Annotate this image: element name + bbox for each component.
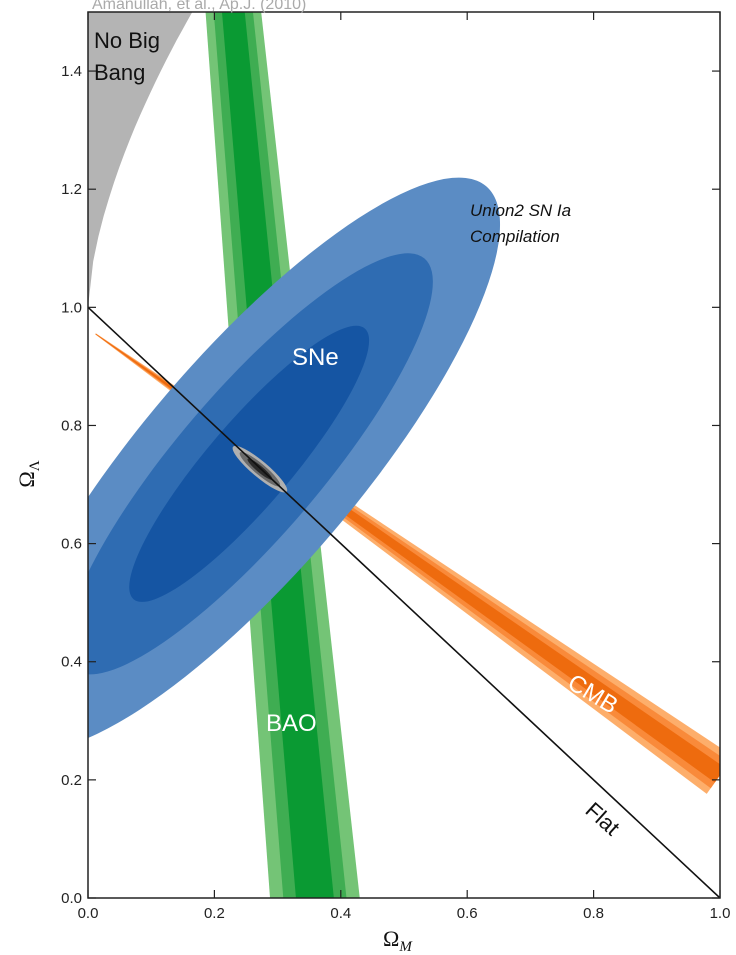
no-big-bang-label-line1: No Big <box>94 28 160 53</box>
x-tick-label: 0.0 <box>78 905 99 922</box>
y-tick-label: 0.2 <box>61 772 82 789</box>
y-tick-label: 1.0 <box>61 299 82 316</box>
x-axis-title: ΩM <box>383 926 413 955</box>
credit-text: Amanullah, et al., Ap.J. (2010) <box>92 0 306 13</box>
y-tick-label: 1.2 <box>61 181 82 198</box>
x-tick-label: 0.6 <box>457 905 478 922</box>
y-tick-label: 0.4 <box>61 654 82 671</box>
y-tick-label: 0.0 <box>61 890 82 907</box>
flat-universe-line <box>88 306 720 898</box>
annotation-line2: Compilation <box>470 227 560 246</box>
sne-label: SNe <box>292 344 339 371</box>
x-tick-label: 0.8 <box>583 905 604 922</box>
axis-ticks: 0.0 0.2 0.4 0.6 0.8 1.0 0.0 0.2 0.4 0.6 0.8 1.0 1.2 1… <box>61 12 730 922</box>
x-tick-label: 0.4 <box>330 905 351 922</box>
no-big-bang-label-line2: Bang <box>94 60 145 85</box>
y-axis-title: ΩΛ <box>14 460 43 487</box>
no-big-bang-region <box>88 12 193 308</box>
svg-text:ΩΛ: ΩΛ <box>14 460 43 487</box>
y-tick-label: 0.8 <box>61 417 82 434</box>
svg-text:ΩM: ΩM <box>383 926 413 955</box>
bao-label: BAO <box>266 710 317 737</box>
annotation-line1: Union2 SN Ia <box>470 201 571 220</box>
x-tick-label: 0.2 <box>204 905 225 922</box>
y-tick-label: 0.6 <box>61 536 82 553</box>
y-tick-label: 1.4 <box>61 63 82 80</box>
x-tick-label: 1.0 <box>710 905 731 922</box>
plot-frame <box>87 11 721 899</box>
